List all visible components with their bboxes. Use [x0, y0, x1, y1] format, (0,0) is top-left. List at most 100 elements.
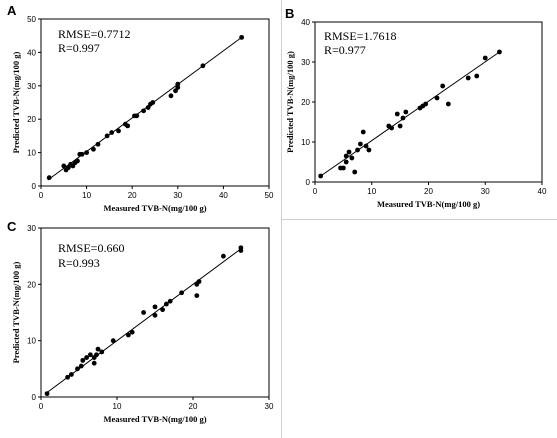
chart-c-data-point — [164, 301, 169, 307]
chart-b-data-point — [346, 149, 352, 155]
chart-a-y-tick-label: 20 — [27, 115, 36, 124]
chart-a-panel-letter: A — [7, 3, 17, 18]
chart-c-data-point — [141, 310, 147, 315]
chart-c-data-point — [78, 363, 84, 369]
chart-b-data-point — [389, 125, 395, 131]
chart-a-x-tick-label: 50 — [265, 191, 274, 200]
chart-a-rmse-label: RMSE=0.7712 — [58, 27, 130, 41]
chart-a-x-tick-label: 0 — [39, 191, 44, 200]
chart-c-y-tick-label: 0 — [32, 393, 37, 402]
chart-b-data-point — [474, 73, 480, 79]
chart-c-data-point — [94, 352, 99, 358]
chart-c-x-tick-label: 30 — [265, 402, 274, 411]
chart-c-panel-letter: C — [7, 219, 17, 234]
chart-c-fit-line — [46, 248, 242, 393]
chart-b-data-point — [355, 147, 360, 153]
chart-c-plot-frame — [40, 227, 270, 398]
chart-c-svg: 0 10 20 30 0 10 20 30 Measured TVB-N(mg/100 g) Pr… — [7, 219, 274, 424]
chart-a-x-tick-label: 30 — [173, 191, 182, 200]
chart-c-data-point — [194, 293, 200, 298]
chart-a-data-point — [150, 100, 156, 105]
chart-c-x-tick-label: 20 — [189, 402, 198, 411]
chart-b-data-point — [363, 143, 369, 149]
chart-a-data-point — [61, 163, 67, 169]
chart-c-data-point — [196, 279, 202, 284]
chart-c-data-point — [167, 298, 173, 304]
chart-b-y-tick-label: 40 — [301, 18, 310, 27]
chart-c-data-point — [125, 332, 131, 338]
chart-panel-b: 0 10 20 30 40 0 10 20 30 40 Measured TVB-N(mg/100 … — [282, 0, 557, 220]
chart-a-data-point — [79, 151, 85, 157]
chart-c-data-point — [44, 391, 50, 397]
chart-a-y-tick-label: 0 — [32, 182, 37, 191]
chart-b-panel-letter: B — [285, 6, 294, 21]
chart-a-data-point — [75, 158, 80, 164]
chart-a-y-tick-label: 40 — [27, 48, 36, 57]
chart-b-data-point — [445, 101, 451, 107]
chart-b-data-point — [465, 75, 471, 81]
chart-b-data-point — [423, 101, 429, 107]
chart-c-data-point — [84, 355, 89, 360]
chart-a-svg: 0 10 20 30 40 50 0 10 20 30 40 50 Measured TVB-N(mg/… — [7, 3, 274, 213]
chart-b-data-point — [349, 155, 355, 161]
chart-b-fit-line — [320, 51, 500, 177]
chart-b-y-tick-label: 10 — [301, 138, 310, 147]
chart-b-y-tick-label: 20 — [301, 98, 310, 107]
chart-a-data-point — [200, 63, 206, 69]
chart-b-y-tick-label: 30 — [301, 58, 310, 67]
chart-a-data-point — [175, 85, 181, 90]
chart-b-data-point — [352, 169, 358, 175]
chart-b-data-point — [482, 55, 488, 61]
chart-b-data-point — [340, 165, 346, 171]
chart-b-y-tick-label: 0 — [306, 178, 311, 187]
chart-c-data-point — [129, 329, 135, 335]
chart-a-data-point — [168, 93, 174, 99]
chart-c-data-point — [69, 372, 74, 377]
chart-a-data-point — [91, 146, 96, 152]
chart-a-data-point — [134, 113, 140, 119]
chart-b-data-point — [397, 123, 403, 129]
chart-b-data-point — [440, 83, 446, 89]
chart-c-data-point — [238, 245, 244, 251]
chart-c-data-point — [95, 346, 101, 352]
chart-b-data-point — [318, 173, 324, 179]
chart-a-data-point — [84, 150, 89, 156]
chart-c-data-point — [152, 304, 158, 310]
chart-c-rmse-label: RMSE=0.660 — [58, 241, 124, 255]
chart-c-x-axis-title: Measured TVB-N(mg/100 g) — [103, 414, 206, 424]
chart-a-data-point — [125, 123, 131, 129]
chart-a-r-label: R=0.997 — [58, 41, 100, 55]
chart-a-data-point — [109, 130, 115, 135]
chart-b-x-tick-label: 10 — [367, 187, 376, 196]
chart-b-data-point — [497, 49, 502, 55]
chart-a-x-tick-label: 40 — [219, 191, 228, 200]
chart-b-data-point — [434, 95, 440, 101]
panel-divider-vertical — [281, 0, 282, 220]
chart-b-data-point — [343, 153, 349, 159]
chart-b-data-point — [360, 129, 366, 135]
chart-c-x-tick-label: 10 — [113, 402, 122, 411]
chart-b-y-axis-title: Predicted TVB-N(mg/100 g) — [285, 51, 295, 153]
chart-b-data-point — [358, 141, 363, 147]
chart-c-data-point — [91, 360, 97, 366]
chart-b-x-tick-label: 30 — [481, 187, 490, 196]
chart-a-data-point — [46, 175, 52, 181]
chart-c-data-point — [88, 352, 93, 358]
chart-a-y-tick-label: 50 — [27, 15, 36, 24]
chart-b-svg: 0 10 20 30 40 0 10 20 30 40 Measured TVB-N(mg/100 … — [285, 6, 547, 209]
chart-b-data-point — [343, 159, 349, 165]
chart-a-y-tick-label: 30 — [27, 82, 36, 91]
chart-c-data-point — [221, 253, 226, 259]
chart-a-data-point — [175, 81, 181, 87]
chart-a-x-tick-label: 20 — [128, 191, 137, 200]
chart-c-y-tick-label: 20 — [27, 280, 36, 289]
chart-a-data-point — [116, 128, 121, 134]
chart-panel-c: 0 10 20 30 0 10 20 30 Measured TVB-N(mg/100 g) Pr… — [0, 215, 285, 438]
chart-c-data-point — [80, 357, 86, 363]
chart-b-data-point — [366, 147, 372, 153]
chart-c-data-point — [75, 366, 80, 372]
chart-b-x-tick-label: 40 — [538, 187, 547, 196]
chart-c-r-label: R=0.993 — [58, 256, 100, 270]
chart-c-y-tick-label: 10 — [27, 337, 36, 346]
panel-divider-horizontal — [281, 219, 557, 220]
